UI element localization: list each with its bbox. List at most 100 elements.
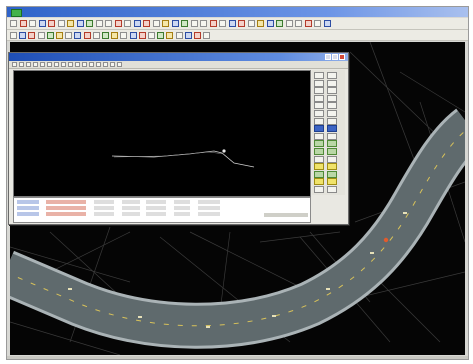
profile-toolbar-button[interactable]	[33, 62, 38, 67]
panel-button[interactable]	[327, 178, 337, 186]
toolbar-button[interactable]	[219, 20, 226, 27]
toolbar-button[interactable]	[102, 32, 109, 39]
toolbar-button[interactable]	[143, 20, 150, 27]
panel-button[interactable]	[327, 148, 337, 155]
toolbar-button[interactable]	[46, 32, 54, 39]
toolbar-button[interactable]	[152, 20, 160, 27]
toolbar-button[interactable]	[114, 20, 122, 27]
toolbar-button[interactable]	[28, 32, 36, 39]
panel-button[interactable]	[314, 186, 324, 193]
toolbar-button[interactable]	[200, 20, 207, 27]
panel-button[interactable]	[314, 125, 324, 133]
toolbar-button[interactable]	[37, 32, 45, 39]
toolbar-button[interactable]	[38, 20, 46, 27]
panel-button[interactable]	[314, 178, 324, 186]
panel-button[interactable]	[327, 132, 337, 140]
toolbar-button[interactable]	[276, 20, 283, 27]
toolbar-button[interactable]	[203, 32, 211, 39]
profile-toolbar-button[interactable]	[82, 62, 87, 67]
toolbar-button[interactable]	[105, 20, 112, 27]
panel-button[interactable]	[314, 148, 324, 155]
panel-button[interactable]	[327, 117, 337, 125]
toolbar-button[interactable]	[83, 32, 91, 39]
toolbar-button[interactable]	[57, 20, 65, 27]
profile-toolbar-button[interactable]	[47, 62, 52, 67]
panel-button[interactable]	[314, 170, 324, 178]
toolbar-button[interactable]	[19, 32, 27, 39]
toolbar-button[interactable]	[92, 32, 100, 39]
toolbar-button[interactable]	[76, 20, 84, 27]
panel-button[interactable]	[314, 140, 324, 148]
toolbar-button[interactable]	[162, 20, 169, 27]
toolbar-button[interactable]	[10, 20, 17, 27]
panel-button[interactable]	[327, 94, 337, 102]
panel-button[interactable]	[327, 186, 337, 193]
profile-toolbar-button[interactable]	[54, 62, 59, 67]
panel-button[interactable]	[327, 140, 337, 148]
maximize-icon[interactable]	[332, 54, 338, 60]
profile-toolbar-button[interactable]	[12, 62, 17, 67]
toolbar-button[interactable]	[29, 20, 36, 27]
toolbar-button[interactable]	[228, 20, 236, 27]
toolbar-button[interactable]	[184, 32, 192, 39]
profile-toolbar-button[interactable]	[96, 62, 101, 67]
toolbar-button[interactable]	[295, 20, 302, 27]
toolbar-button[interactable]	[238, 20, 245, 27]
toolbar-button[interactable]	[166, 32, 174, 39]
minimize-icon[interactable]	[325, 54, 331, 60]
panel-button[interactable]	[314, 163, 324, 171]
toolbar-button[interactable]	[48, 20, 55, 27]
profile-toolbar-button[interactable]	[68, 62, 73, 67]
toolbar-button[interactable]	[120, 32, 128, 39]
panel-button[interactable]	[314, 87, 324, 95]
profile-toolbar-button[interactable]	[61, 62, 66, 67]
panel-button[interactable]	[327, 163, 337, 171]
toolbar-button[interactable]	[129, 32, 137, 39]
toolbar-button[interactable]	[148, 32, 155, 39]
toolbar-button[interactable]	[190, 20, 198, 27]
panel-button[interactable]	[327, 102, 337, 110]
panel-button[interactable]	[314, 94, 324, 102]
profile-toolbar-button[interactable]	[26, 62, 31, 67]
toolbar-button[interactable]	[323, 20, 331, 27]
panel-button[interactable]	[314, 79, 324, 87]
profile-toolbar-button[interactable]	[103, 62, 108, 67]
panel-button[interactable]	[327, 125, 337, 133]
panel-button[interactable]	[314, 117, 324, 125]
panel-button[interactable]	[327, 110, 337, 117]
panel-button[interactable]	[314, 102, 324, 110]
toolbar-button[interactable]	[111, 32, 119, 39]
toolbar-button[interactable]	[95, 20, 103, 27]
toolbar-button[interactable]	[86, 20, 93, 27]
toolbar-button[interactable]	[67, 20, 74, 27]
panel-button[interactable]	[327, 87, 337, 95]
toolbar-button[interactable]	[194, 32, 201, 39]
panel-button[interactable]	[327, 79, 337, 87]
profile-toolbar-button[interactable]	[19, 62, 24, 67]
panel-button[interactable]	[314, 155, 324, 163]
toolbar-button[interactable]	[181, 20, 188, 27]
panel-button[interactable]	[314, 110, 324, 117]
toolbar-button[interactable]	[175, 32, 183, 39]
toolbar-button[interactable]	[157, 32, 165, 39]
toolbar-button[interactable]	[304, 20, 312, 27]
toolbar-button[interactable]	[56, 32, 63, 39]
profile-scroll-control[interactable]	[264, 213, 308, 217]
toolbar-button[interactable]	[10, 32, 17, 39]
toolbar-button[interactable]	[247, 20, 255, 27]
close-icon[interactable]	[339, 54, 345, 60]
panel-button[interactable]	[314, 132, 324, 140]
toolbar-button[interactable]	[133, 20, 141, 27]
toolbar-button[interactable]	[124, 20, 131, 27]
toolbar-button[interactable]	[138, 32, 146, 39]
panel-button[interactable]	[327, 72, 337, 79]
profile-toolbar-button[interactable]	[110, 62, 115, 67]
panel-button[interactable]	[327, 170, 337, 178]
toolbar-button[interactable]	[314, 20, 321, 27]
panel-button[interactable]	[327, 155, 337, 163]
toolbar-button[interactable]	[209, 20, 217, 27]
profile-toolbar-button[interactable]	[89, 62, 94, 67]
toolbar-button[interactable]	[266, 20, 274, 27]
profile-toolbar-button[interactable]	[75, 62, 80, 67]
longitudinal-profile-view[interactable]	[13, 70, 311, 197]
